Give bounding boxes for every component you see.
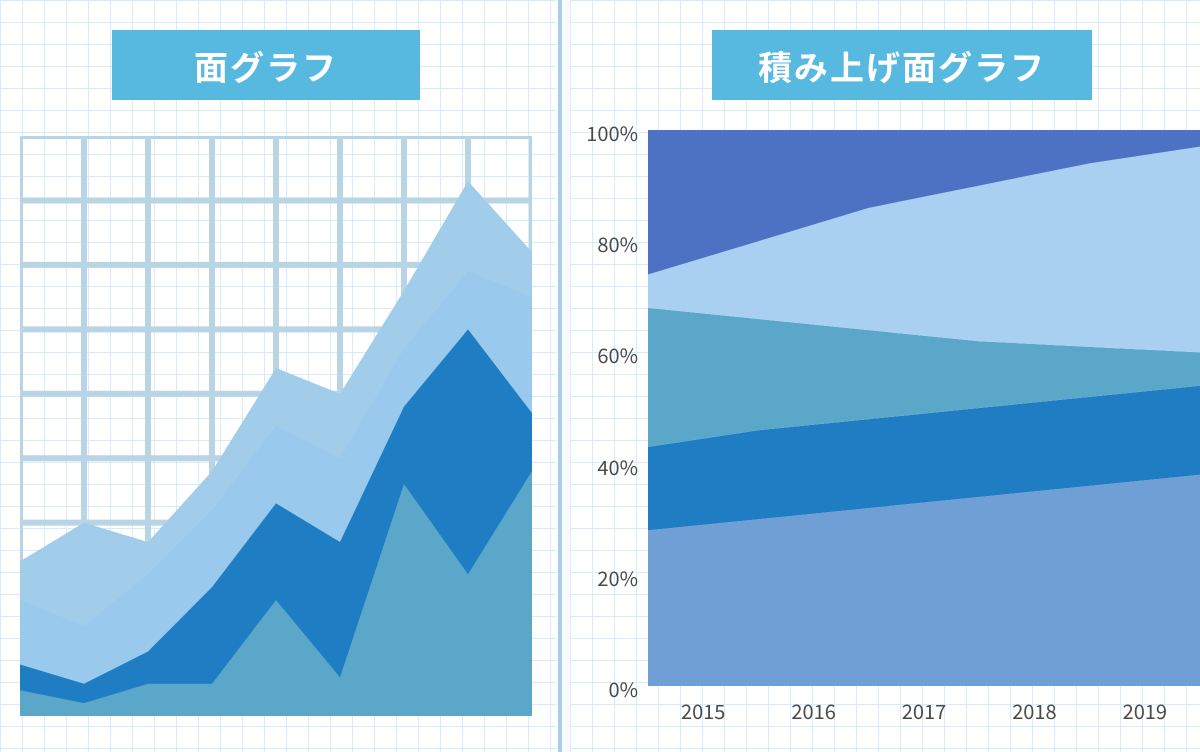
x-tick-label: 2016 xyxy=(774,696,854,725)
x-tick-label: 2015 xyxy=(663,696,743,725)
x-tick-label: 2018 xyxy=(994,696,1074,725)
stacked-area-chart xyxy=(648,130,1200,686)
area-chart xyxy=(20,136,532,716)
y-tick-label: 60% xyxy=(578,340,638,369)
y-tick-label: 20% xyxy=(578,563,638,592)
right-chart-title: 積み上げ面グラフ xyxy=(712,30,1092,100)
left-chart-title: 面グラフ xyxy=(112,30,420,100)
x-tick-label: 2019 xyxy=(1105,696,1185,725)
y-tick-label: 0% xyxy=(578,674,638,703)
page-root: 面グラフ 積み上げ面グラフ 0% 20% 40% 60% 80% 100% 2015 201… xyxy=(0,0,1200,752)
y-tick-label: 40% xyxy=(578,452,638,481)
y-tick-label: 80% xyxy=(578,229,638,258)
y-tick-label: 100% xyxy=(578,118,638,147)
panel-divider xyxy=(558,0,562,752)
x-tick-label: 2017 xyxy=(884,696,964,725)
